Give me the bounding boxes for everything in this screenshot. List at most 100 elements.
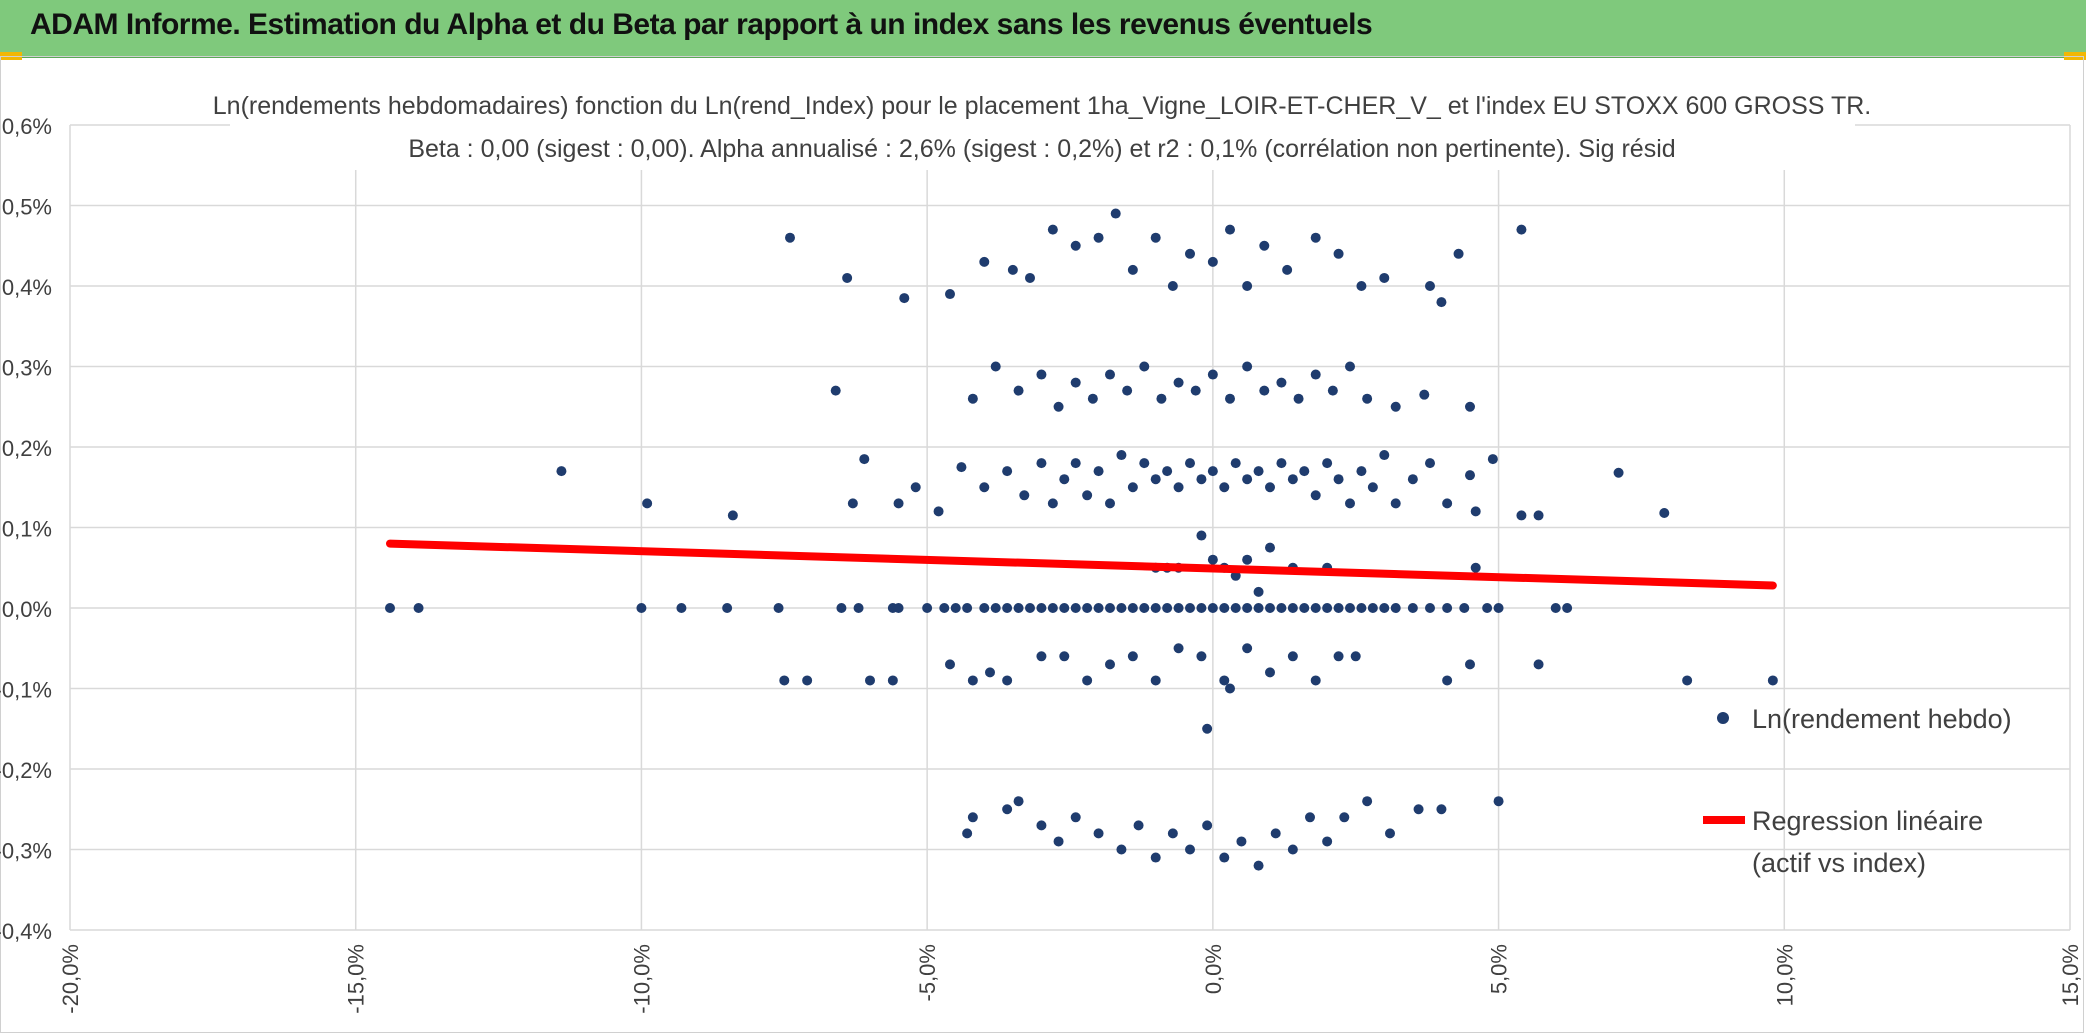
data-point xyxy=(1230,570,1241,581)
data-point xyxy=(1139,361,1150,372)
data-point xyxy=(1442,603,1453,613)
data-point xyxy=(779,675,790,686)
data-point xyxy=(1127,482,1138,493)
data-point xyxy=(385,603,395,613)
data-point xyxy=(939,603,950,613)
data-point xyxy=(1002,804,1013,815)
data-point xyxy=(1173,603,1184,613)
data-point xyxy=(1407,603,1418,613)
data-point xyxy=(1322,603,1333,613)
x-tick-label: -20,0% xyxy=(58,944,83,1014)
data-point xyxy=(1259,240,1270,251)
data-point xyxy=(1390,498,1401,509)
data-point xyxy=(1470,562,1481,573)
data-point xyxy=(636,603,647,613)
data-point xyxy=(1013,603,1024,613)
data-point xyxy=(1465,470,1475,481)
y-tick-label: 0,3% xyxy=(2,356,52,381)
data-point xyxy=(1356,466,1367,477)
chart-title: Ln(rendements hebdomadaires) fonction du… xyxy=(213,92,1871,120)
data-point xyxy=(1019,490,1030,501)
data-point xyxy=(1219,852,1230,863)
data-point xyxy=(1173,643,1184,654)
data-point xyxy=(1082,603,1093,613)
data-point xyxy=(1419,389,1430,400)
data-point xyxy=(1219,482,1230,493)
data-point xyxy=(1207,466,1218,477)
data-point xyxy=(1493,796,1504,807)
data-point xyxy=(945,659,955,670)
axis-tick-labels: -0,4% -0,3% -0,2% -0,1% 0,0% 0,1% 0,2% 0,3% 0,4%… xyxy=(0,114,2083,1014)
data-point xyxy=(950,603,961,613)
data-point xyxy=(1047,224,1058,235)
data-point xyxy=(1196,603,1207,613)
data-point xyxy=(642,498,653,509)
x-tick-label: 0,0% xyxy=(1201,944,1226,994)
data-point xyxy=(842,272,853,283)
data-point xyxy=(962,828,973,839)
x-tick-label: 10,0% xyxy=(1772,944,1797,1006)
data-point xyxy=(1379,450,1390,461)
data-point xyxy=(1207,256,1218,267)
chart-subtitle: Beta : 0,00 (sigest : 0,00). Alpha annua… xyxy=(408,135,1675,163)
data-point xyxy=(1013,385,1024,396)
data-point xyxy=(1116,603,1127,613)
data-point xyxy=(1036,651,1047,662)
data-point xyxy=(1682,675,1693,686)
regression-line-group xyxy=(386,539,1777,590)
report-title: ADAM Informe. Estimation du Alpha et du … xyxy=(30,8,1373,41)
y-tick-label: -0,4% xyxy=(0,919,52,944)
legend-points-label: Ln(rendement hebdo) xyxy=(1752,704,2012,734)
data-point xyxy=(893,603,904,613)
data-point xyxy=(1767,675,1778,686)
data-point xyxy=(1310,369,1321,380)
x-tick-label: -5,0% xyxy=(915,944,940,1001)
data-point xyxy=(1173,377,1184,388)
data-point xyxy=(1465,659,1475,670)
data-point xyxy=(1036,820,1047,831)
x-tick-label: 5,0% xyxy=(1487,944,1512,994)
data-point xyxy=(1270,828,1281,839)
data-point xyxy=(1327,385,1338,396)
data-point xyxy=(1230,603,1241,613)
report-header: ADAM Informe. Estimation du Alpha et du … xyxy=(0,0,2086,58)
data-point xyxy=(1116,844,1127,855)
data-point xyxy=(1442,675,1453,686)
data-point xyxy=(1219,603,1230,613)
data-point xyxy=(1002,675,1013,686)
data-point xyxy=(1293,393,1304,404)
data-point xyxy=(985,667,995,678)
data-point xyxy=(1093,828,1104,839)
data-point xyxy=(1516,510,1527,521)
data-point xyxy=(1162,466,1173,477)
data-point xyxy=(1253,586,1264,597)
x-tick-label: -10,0% xyxy=(629,944,654,1014)
data-point xyxy=(910,482,921,493)
data-point xyxy=(1150,852,1161,863)
data-point xyxy=(1070,603,1081,613)
data-point xyxy=(1185,458,1195,469)
data-point xyxy=(990,361,1001,372)
y-tick-label: 0,4% xyxy=(2,275,52,300)
data-point xyxy=(1133,820,1144,831)
data-point xyxy=(1242,281,1253,291)
data-point xyxy=(1333,248,1344,259)
data-point xyxy=(887,675,898,686)
data-point xyxy=(1613,467,1624,478)
data-point xyxy=(1059,651,1070,662)
data-point xyxy=(1385,828,1395,839)
data-point xyxy=(1362,796,1373,807)
data-point xyxy=(990,603,1001,613)
data-point xyxy=(1265,667,1275,678)
data-point xyxy=(1036,458,1047,469)
data-point xyxy=(1533,510,1544,521)
data-point xyxy=(1116,450,1127,461)
regression-line xyxy=(386,539,1777,590)
data-point xyxy=(1659,508,1670,519)
data-point xyxy=(1196,651,1207,662)
data-point xyxy=(1059,474,1070,485)
data-point xyxy=(830,385,841,396)
data-point xyxy=(979,256,990,267)
data-point xyxy=(1139,603,1150,613)
